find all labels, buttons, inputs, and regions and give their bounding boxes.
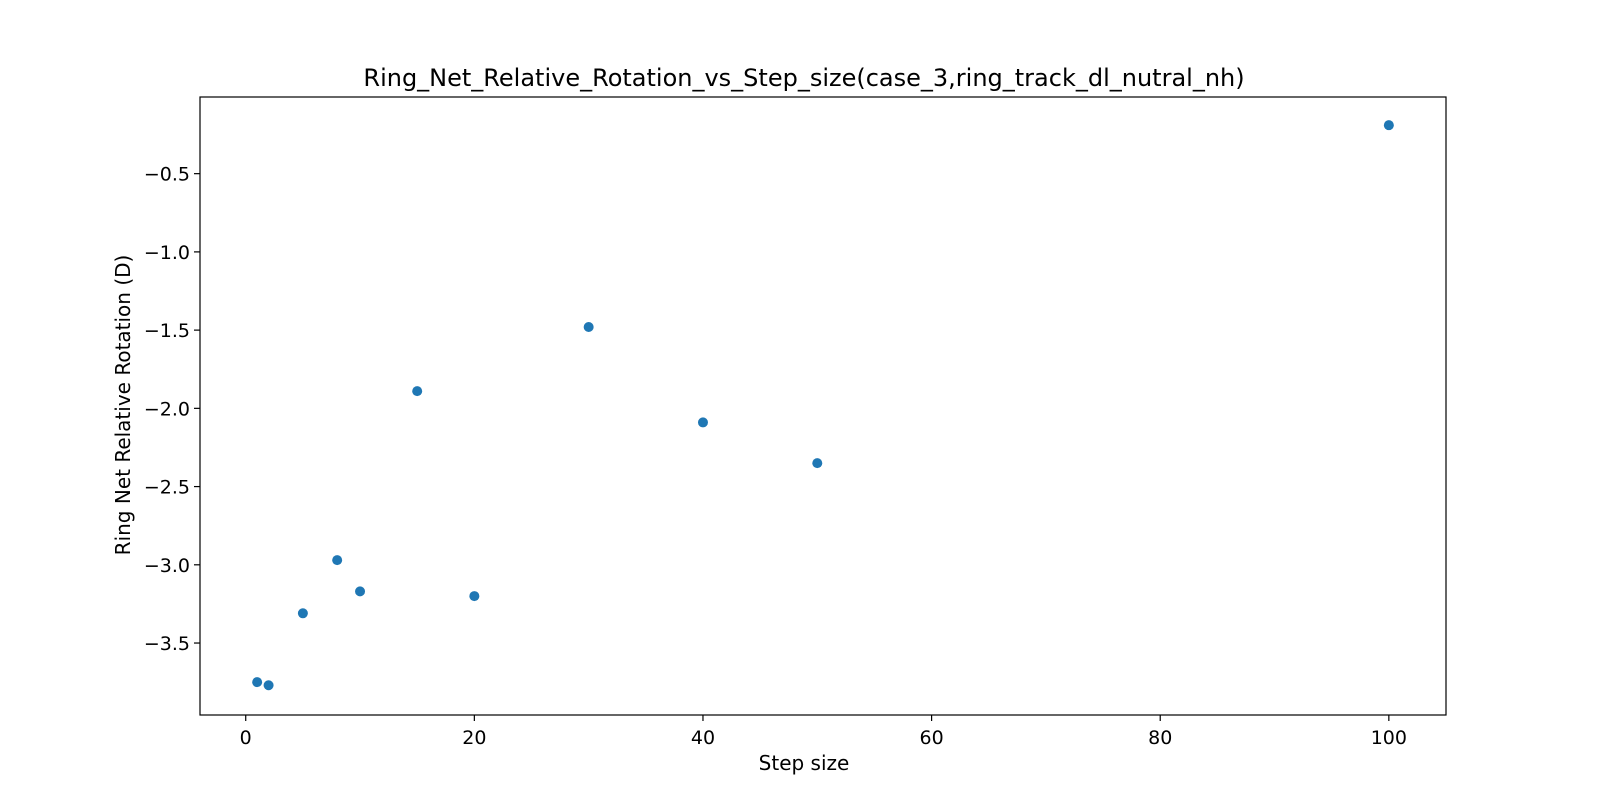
y-tick-label: −1.0 — [144, 242, 190, 264]
x-tick-label: 60 — [920, 727, 944, 749]
data-point — [469, 591, 480, 602]
y-axis-label: Ring Net Relative Rotation (D) — [111, 255, 135, 556]
data-point — [697, 417, 708, 428]
data-point — [583, 321, 594, 332]
x-tick-label: 80 — [1148, 727, 1172, 749]
y-tick-label: −1.5 — [144, 320, 190, 342]
data-points — [252, 120, 1394, 691]
x-axis-label: Step size — [759, 751, 850, 775]
data-point — [412, 386, 423, 397]
y-tick-label: −0.5 — [144, 164, 190, 186]
data-point — [812, 458, 823, 469]
y-tick-label: −2.5 — [144, 477, 190, 499]
x-tick-label: 20 — [462, 727, 486, 749]
data-point — [252, 677, 263, 688]
y-tick-label: −2.0 — [144, 398, 190, 420]
plot-frame — [199, 96, 1447, 716]
data-point — [332, 555, 343, 566]
data-point — [263, 680, 274, 691]
chart-title: Ring_Net_Relative_Rotation_vs_Step_size(… — [363, 64, 1244, 92]
y-axis: −0.5 −1.0 −1.5 −2.0 −2.5 −3.0 −3.5 — [144, 164, 200, 655]
x-axis: 0 20 40 60 80 100 — [240, 715, 1407, 749]
data-point — [1383, 120, 1394, 131]
y-tick-label: −3.0 — [144, 555, 190, 577]
y-tick-label: −3.5 — [144, 633, 190, 655]
x-tick-label: 40 — [691, 727, 715, 749]
x-tick-label: 0 — [240, 727, 252, 749]
data-point — [355, 586, 366, 597]
data-point — [297, 608, 308, 619]
x-tick-label: 100 — [1371, 727, 1407, 749]
